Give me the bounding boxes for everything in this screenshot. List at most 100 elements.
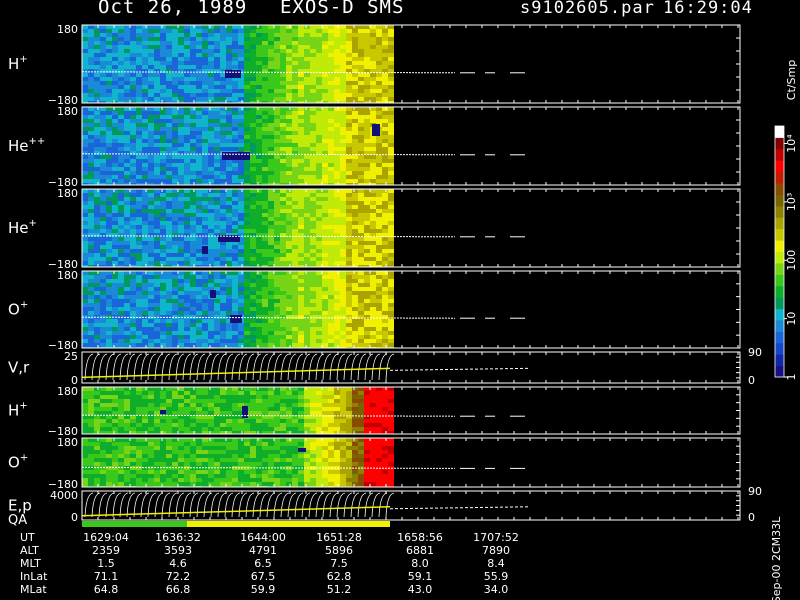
colorbar-swatch <box>775 308 784 321</box>
ephemeris-value: 71.1 <box>94 570 119 583</box>
y-tick-label: 180 <box>57 187 78 200</box>
y-tick-label: −180 <box>48 258 78 271</box>
colorbar-swatch <box>775 228 784 241</box>
colorbar-swatch <box>775 183 784 195</box>
colorbar-swatch <box>775 331 784 344</box>
panel-label: E,p <box>8 497 32 515</box>
y-tick-label: 180 <box>57 105 78 118</box>
plot-date: Oct 26, 1989 <box>98 0 248 18</box>
colorbar-unit: Ct/Smp <box>785 60 798 100</box>
colorbar-frame <box>774 125 785 378</box>
colorbar-tick-label: 10⁴ <box>785 134 798 153</box>
ephemeris-value: 4.6 <box>169 557 187 570</box>
ephemeris-value: 62.8 <box>327 570 352 583</box>
right-tick-label: 0 <box>748 374 755 387</box>
panel-3: O+ 180 −180 <box>8 269 741 352</box>
colorbar-swatch <box>775 297 784 310</box>
colorbar-tick-label: 10³ <box>785 193 798 211</box>
ephemeris-value: 51.2 <box>327 583 352 596</box>
colorbar-swatch <box>775 240 784 252</box>
panel-label: He++ <box>8 136 45 155</box>
colorbar-swatch <box>775 274 784 287</box>
plot-time: 16:29:04 <box>663 0 753 18</box>
panel-5: H+ 180 −180 <box>8 385 741 438</box>
y-tick-label: 0 <box>71 511 78 524</box>
y-tick-label: −180 <box>48 176 78 189</box>
ephemeris-label: UT <box>20 531 35 544</box>
ephemeris-value: 72.2 <box>166 570 191 583</box>
ephemeris-value: 1651:28 <box>316 531 362 544</box>
ephemeris-value: 7890 <box>482 544 510 557</box>
y-tick-label: 180 <box>57 269 78 282</box>
file-name: s9102605.par <box>520 0 655 18</box>
y-tick-label: −180 <box>48 425 78 438</box>
colorbar-swatch <box>775 285 784 298</box>
ephemeris-label: ALT <box>20 544 39 557</box>
ephemeris-value: 8.0 <box>411 557 429 570</box>
right-tick-label: 90 <box>748 485 762 498</box>
qa-bar-fair <box>187 521 390 527</box>
panel-label: O+ <box>8 453 28 472</box>
ephemeris-label: MLat <box>20 583 47 596</box>
ephemeris-value: 64.8 <box>94 583 119 596</box>
y-tick-label: 25 <box>64 350 78 363</box>
ephemeris-value: 1644:00 <box>240 531 286 544</box>
colorbar-swatch <box>775 354 784 367</box>
panel-7: E,p 4000 0 90 0 <box>8 485 762 524</box>
colorbar-swatch <box>775 205 784 218</box>
colorbar-tick-label: 1 <box>785 374 798 381</box>
colorbar-swatch <box>775 342 784 355</box>
colorbar-swatch <box>775 126 784 138</box>
ephemeris-value: 43.0 <box>408 583 433 596</box>
colorbar-swatch <box>775 251 784 264</box>
colorbar-swatch <box>775 137 784 150</box>
panel-2: He+ 180 −180 <box>8 187 741 271</box>
y-tick-label: −180 <box>48 339 78 352</box>
ephemeris-value: 4791 <box>249 544 277 557</box>
ephemeris-value: 1658:56 <box>397 531 443 544</box>
colorbar-swatch <box>775 365 784 378</box>
ephemeris-value: 2359 <box>92 544 120 557</box>
y-tick-label: −180 <box>48 94 78 107</box>
panel-label: V,r <box>8 359 30 377</box>
qa-label: QA <box>8 513 27 528</box>
colorbar-swatch <box>775 171 784 184</box>
panel-0: H+ 180 −180 <box>8 23 741 107</box>
ephemeris-value: 6881 <box>406 544 434 557</box>
ephemeris-value: 66.8 <box>166 583 191 596</box>
colorbar-swatch <box>775 319 784 332</box>
right-tick-label: 0 <box>748 511 755 524</box>
y-tick-label: 180 <box>57 23 78 36</box>
y-tick-label: 180 <box>57 436 78 449</box>
right-tick-label: 90 <box>748 346 762 359</box>
ephemeris-value: 6.5 <box>254 557 272 570</box>
colorbar-tick-label: 10 <box>785 312 798 326</box>
side-footer-label: Sep-00 2CM33L <box>770 516 783 600</box>
y-tick-label: −180 <box>48 478 78 491</box>
ephemeris-value: 1707:52 <box>473 531 519 544</box>
ephemeris-value: 67.5 <box>251 570 276 583</box>
colorbar-swatch <box>775 262 784 275</box>
ephemeris-value: 5896 <box>325 544 353 557</box>
panel-label: O+ <box>8 300 28 319</box>
y-tick-label: 4000 <box>50 489 78 502</box>
ephemeris-value: 8.4 <box>487 557 505 570</box>
y-tick-label: 180 <box>57 385 78 398</box>
panel-label: H+ <box>8 401 28 420</box>
ephemeris-value: 1629:04 <box>83 531 129 544</box>
ephemeris-value: 59.1 <box>408 570 433 583</box>
ephemeris-value: 55.9 <box>484 570 509 583</box>
panel-1: He++ 180 −180 <box>8 105 741 189</box>
ephemeris-value: 1.5 <box>97 557 115 570</box>
colorbar-swatch <box>775 148 784 161</box>
y-tick-label: 0 <box>71 374 78 387</box>
qa-bar-good <box>82 521 187 527</box>
panel-6: O+ 180 −180 <box>8 436 741 491</box>
ephemeris-value: 34.0 <box>484 583 509 596</box>
ephemeris-value: 1636:32 <box>155 531 201 544</box>
ephemeris-value: 7.5 <box>330 557 348 570</box>
colorbar-swatch <box>775 194 784 207</box>
ephemeris-value: 3593 <box>164 544 192 557</box>
instrument-name: EXOS-D SMS <box>280 0 405 18</box>
